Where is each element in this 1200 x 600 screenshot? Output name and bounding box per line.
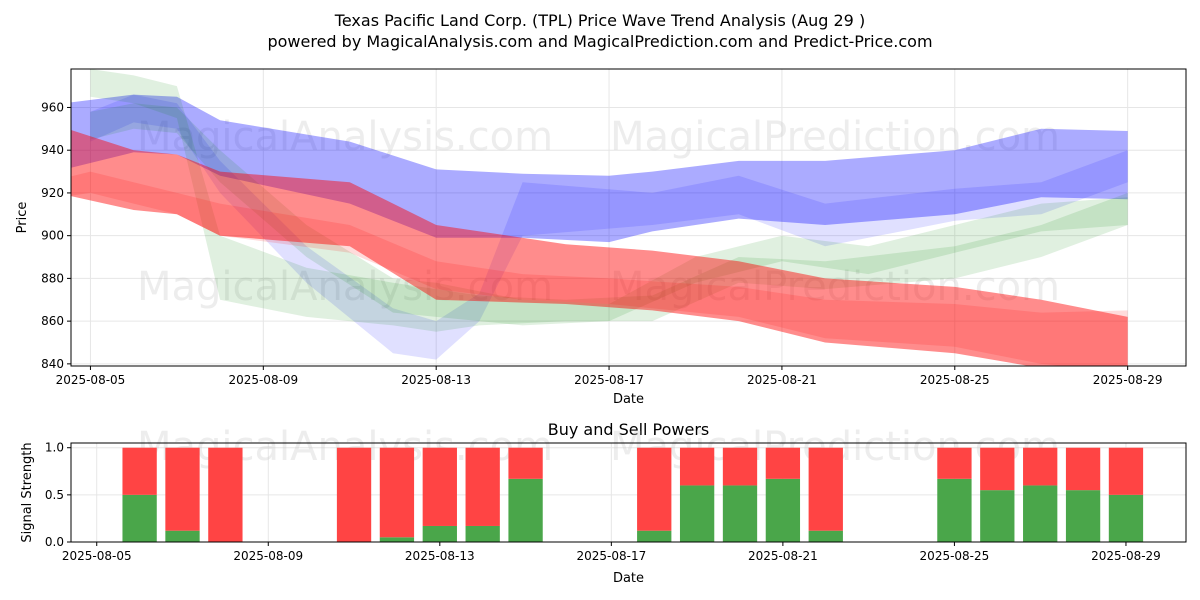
buy-bar: [1108, 494, 1144, 542]
signal-y-axis-label: Signal Strength: [20, 442, 35, 542]
x-tick-label: 2025-08-21: [747, 373, 817, 387]
buy-bar: [679, 485, 715, 542]
y-tick-label: 940: [41, 143, 64, 157]
y-tick-label: 840: [41, 357, 64, 371]
sell-bar: [722, 447, 758, 486]
price-band: [90, 103, 1128, 326]
price-band: [71, 171, 1128, 366]
buy-bar: [122, 494, 157, 542]
watermark-text: MagicalAnalysis.com: [137, 114, 553, 160]
buy-sell-title: Buy and Sell Powers: [548, 420, 710, 439]
sell-bar: [980, 447, 1015, 491]
buy-bar: [980, 490, 1015, 542]
sell-bar: [1108, 447, 1144, 495]
x-tick-label: 2025-08-05: [62, 549, 132, 563]
sell-bar: [379, 447, 415, 538]
y-tick-label: 920: [41, 186, 64, 200]
x-tick-label: 2025-08-09: [228, 373, 298, 387]
buy-bar: [808, 530, 843, 542]
price-band: [90, 69, 1128, 332]
price-y-axis-label: Price: [15, 202, 30, 234]
buy-bar: [1065, 490, 1101, 542]
y-tick-label: 960: [41, 100, 64, 114]
signal-axes-frame: [70, 442, 1187, 543]
x-tick-label: 2025-08-21: [748, 549, 818, 563]
sell-bar: [1023, 447, 1058, 486]
watermark-text: MagicalAnalysis.com: [137, 264, 553, 310]
watermark-text: MagicalPrediction.com: [610, 114, 1060, 160]
price-wave-panel: MagicalAnalysis.com MagicalPrediction.com…: [15, 68, 1187, 407]
price-axes-frame: [70, 68, 1187, 367]
price-bands: [71, 69, 1128, 366]
y-tick-label: 0.0: [45, 535, 64, 549]
x-tick-label: 2025-08-25: [920, 549, 990, 563]
watermark-group: MagicalAnalysis.com MagicalPrediction.com…: [137, 114, 1060, 310]
x-tick-label: 2025-08-29: [1091, 549, 1161, 563]
sell-bar: [637, 447, 672, 531]
buy-bar: [165, 530, 200, 542]
y-tick-label: 0.5: [45, 488, 64, 502]
x-tick-label: 2025-08-05: [56, 373, 126, 387]
y-tick-label: 1.0: [45, 441, 64, 455]
price-band: [71, 94, 1128, 243]
buy-bar: [937, 478, 972, 542]
sell-bar: [937, 447, 972, 479]
x-tick-label: 2025-08-17: [574, 373, 644, 387]
buy-bar: [508, 478, 543, 542]
x-tick-label: 2025-08-25: [920, 373, 990, 387]
sell-bar: [165, 447, 200, 531]
y-tick-label: 900: [41, 229, 64, 243]
chart-title: Texas Pacific Land Corp. (TPL) Price Wav…: [334, 11, 865, 30]
signal-bars: [122, 447, 1144, 542]
buy-bar: [465, 525, 500, 542]
signal-ticks: 0.0 0.5 1.0 2025-08-05 2025-08-09 2025-08-13 2…: [45, 441, 1161, 563]
x-tick-label: 2025-08-13: [405, 549, 475, 563]
x-tick-label: 2025-08-09: [233, 549, 303, 563]
sell-bar: [336, 447, 372, 542]
sell-bar: [808, 447, 843, 531]
sell-bar: [422, 447, 457, 526]
price-ticks: 840 860 880 900 920 940 960 2025-08-05 2025-08-0…: [41, 100, 1162, 387]
sell-bar: [765, 447, 801, 479]
sell-bar: [122, 447, 157, 495]
sell-bar: [679, 447, 715, 486]
price-grid: [71, 69, 1186, 366]
signal-x-axis-label: Date: [613, 571, 644, 586]
sell-bar: [208, 447, 243, 542]
buy-bar: [722, 485, 758, 542]
price-x-axis-label: Date: [613, 392, 644, 407]
price-band: [71, 130, 1128, 366]
buy-bar: [379, 537, 415, 542]
buy-bar: [422, 525, 457, 542]
sell-bar: [1065, 447, 1101, 491]
x-tick-label: 2025-08-13: [401, 373, 471, 387]
buy-bar: [765, 478, 801, 542]
sell-bar: [465, 447, 500, 526]
buy-bar: [637, 530, 672, 542]
y-tick-label: 860: [41, 314, 64, 328]
x-tick-label: 2025-08-17: [576, 549, 646, 563]
watermark-text: MagicalPrediction.com: [610, 264, 1060, 310]
y-tick-label: 880: [41, 271, 64, 285]
chart-subtitle: powered by MagicalAnalysis.com and Magic…: [267, 32, 932, 51]
buy-bar: [1023, 485, 1058, 542]
x-tick-label: 2025-08-29: [1093, 373, 1163, 387]
sell-bar: [508, 447, 543, 479]
price-band: [90, 94, 1128, 360]
